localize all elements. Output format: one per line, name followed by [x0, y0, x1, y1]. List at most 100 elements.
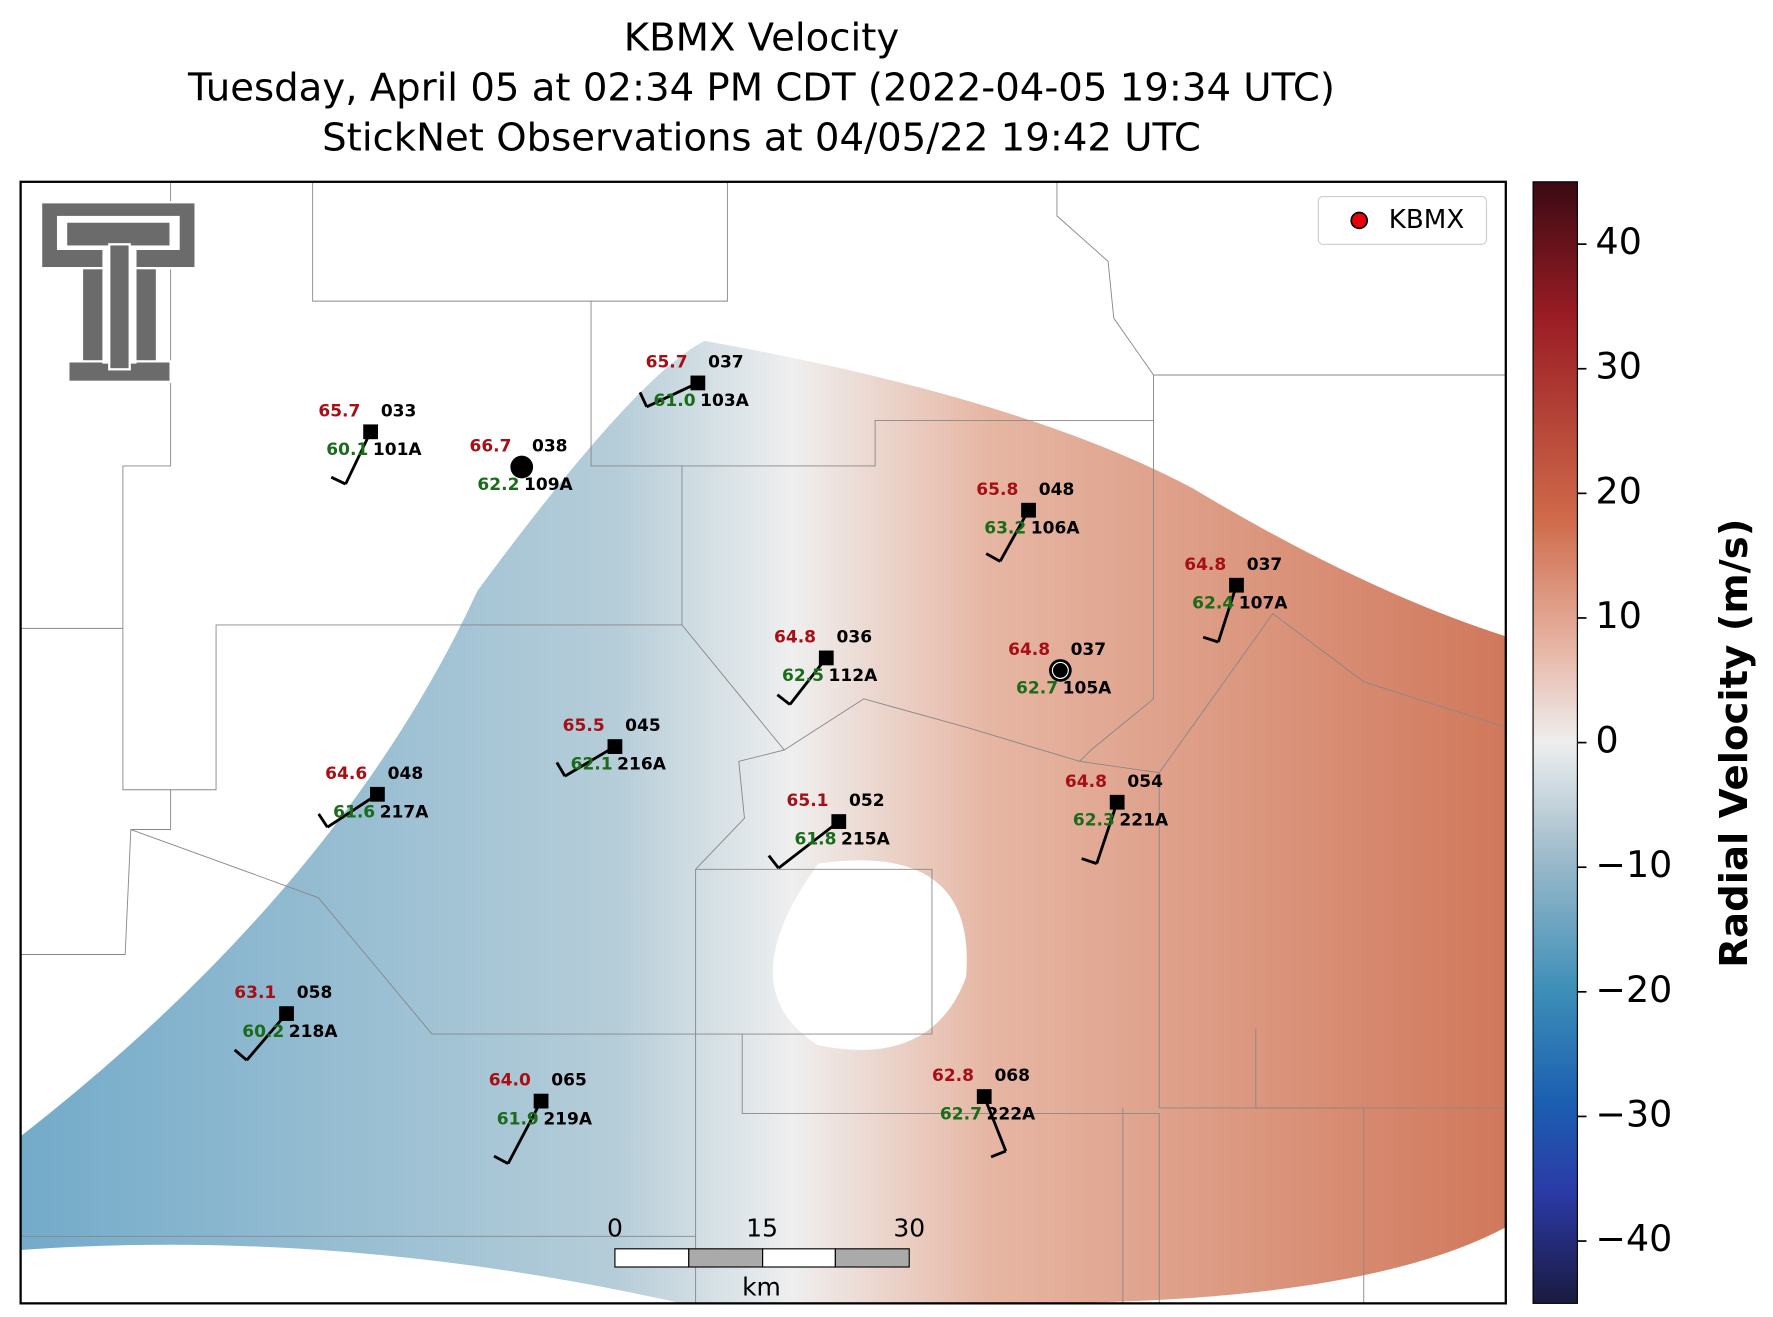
station-code: 045 — [625, 716, 661, 736]
station-code: 065 — [551, 1071, 587, 1091]
wind-barb-flag — [317, 813, 329, 829]
wind-barb — [788, 657, 828, 706]
legend-label: KBMX — [1389, 205, 1465, 235]
dewpoint: 62.4 — [1192, 593, 1234, 613]
station: 62.8 068 62.7 222A — [932, 1066, 1036, 1159]
station-code: 054 — [1127, 772, 1163, 792]
station-code: 033 — [381, 401, 417, 421]
station-marker — [818, 650, 834, 666]
dewpoint: 62.2 — [477, 475, 519, 495]
station-code: 036 — [837, 627, 873, 647]
temperature: 65.7 — [646, 352, 688, 372]
station-marker — [363, 424, 378, 440]
wind-barb — [344, 431, 372, 485]
radar-gap — [772, 860, 967, 1050]
dewpoint: 61.9 — [497, 1109, 539, 1129]
station-marker — [831, 814, 847, 829]
station: 64.0 065 61.9 219A — [489, 1071, 593, 1165]
station-id: 103A — [700, 391, 750, 411]
scale-tick-label: 15 — [746, 1214, 778, 1243]
county-lines — [20, 181, 1506, 1304]
wind-barb — [564, 745, 616, 778]
station: 63.1 058 60.2 218A — [233, 983, 339, 1062]
calm-ring — [1051, 661, 1069, 679]
station-id: 107A — [1239, 593, 1289, 613]
station-marker — [1229, 577, 1244, 593]
radar-gap — [20, 1244, 682, 1304]
wind-barb — [1095, 801, 1119, 865]
station-marker — [1109, 794, 1125, 810]
temperature: 65.5 — [563, 716, 605, 736]
subtitle: StickNet Observations at 04/05/22 19:42 … — [322, 115, 1201, 160]
scale-segment — [834, 1248, 910, 1268]
dewpoint: 60.2 — [242, 1022, 284, 1042]
temperature: 62.8 — [932, 1066, 974, 1086]
colorbar-label: Radial Velocity (m/s) — [1712, 519, 1757, 968]
wind-barb — [777, 820, 840, 870]
temperature: 63.1 — [234, 983, 276, 1003]
wind-barb-flag — [1202, 635, 1219, 644]
temperature: 64.8 — [774, 627, 816, 647]
station-code: 052 — [849, 791, 885, 811]
scale-unit: km — [742, 1273, 781, 1302]
temperature: 65.1 — [787, 791, 829, 811]
dewpoint: 61.8 — [794, 830, 836, 850]
station-id: 106A — [1031, 518, 1081, 538]
temperature: 65.8 — [976, 480, 1018, 500]
legend-marker — [1350, 211, 1369, 230]
temperature: 64.8 — [1008, 640, 1050, 660]
dewpoint: 62.5 — [782, 666, 824, 686]
scale-segment — [614, 1248, 690, 1268]
wind-barb — [245, 1012, 288, 1062]
station-marker — [976, 1089, 992, 1104]
scale-tick-label: 30 — [893, 1214, 925, 1243]
temperature: 64.6 — [325, 764, 367, 784]
colorbar-tick-label: 10 — [1596, 594, 1642, 637]
station-marker — [279, 1006, 294, 1021]
dewpoint: 62.7 — [1016, 679, 1058, 699]
temperature: 64.0 — [489, 1071, 531, 1091]
station: 64.8 036 62.5 112A — [774, 627, 878, 706]
station: 64.8 054 62.3 221A — [1065, 772, 1169, 865]
station: 65.1 052 61.8 215A — [767, 791, 891, 870]
station: 66.7 038 62.2 109A — [469, 437, 573, 496]
logo — [39, 201, 197, 383]
station: 65.8 048 63.2 106A — [976, 480, 1081, 563]
station-id: 215A — [841, 830, 891, 850]
wind-barb — [646, 381, 699, 409]
wind-barb — [982, 1096, 1008, 1152]
map-frame — [19, 180, 1507, 1305]
radar-echo — [20, 340, 1506, 1304]
station-id: 105A — [1063, 679, 1113, 699]
station-id: 221A — [1119, 810, 1169, 830]
station-code: 037 — [1247, 555, 1283, 575]
scale-bar: km — [614, 1248, 910, 1302]
station: 64.6 048 61.6 217A — [317, 764, 429, 829]
wind-barb — [326, 793, 379, 829]
wind-barb-flag — [776, 693, 791, 706]
subtitle: Tuesday, April 05 at 02:34 PM CDT (2022-… — [187, 65, 1335, 110]
scale-segment — [762, 1248, 836, 1268]
station-marker — [607, 739, 623, 754]
colorbar-tick-label: −10 — [1596, 843, 1673, 886]
station-code: 048 — [388, 764, 424, 784]
scale-tick-label: 0 — [607, 1214, 623, 1243]
wind-barb-flag — [990, 1149, 1007, 1159]
wind-barb-flag — [493, 1154, 509, 1165]
station-code: 038 — [532, 437, 568, 457]
colorbar — [1532, 181, 1578, 1304]
wind-barb-flag — [555, 761, 567, 777]
station-id: 216A — [617, 755, 667, 775]
temperature: 65.7 — [318, 401, 360, 421]
station-code: 037 — [1071, 640, 1107, 660]
dewpoint: 62.3 — [1073, 810, 1115, 830]
station-code: 058 — [297, 983, 333, 1003]
station-id: 218A — [289, 1022, 339, 1042]
wind-barb-flag — [330, 475, 347, 486]
station-code: 037 — [708, 352, 744, 372]
station-id: 222A — [986, 1105, 1036, 1125]
station-code: 068 — [994, 1066, 1030, 1086]
station: 64.8 037 62.7 105A — [1008, 640, 1112, 699]
colorbar-tick-label: 20 — [1596, 469, 1642, 512]
calm-marker — [510, 455, 534, 479]
